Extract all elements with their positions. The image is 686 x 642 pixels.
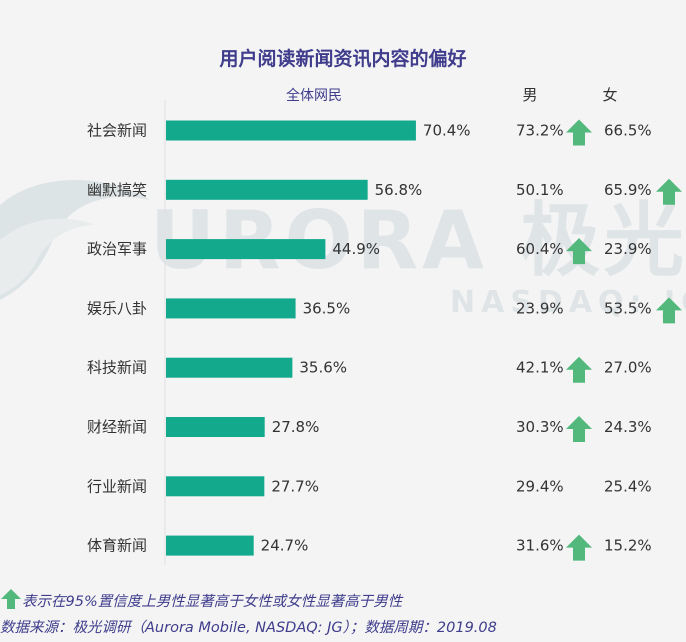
category-label: 政治军事 bbox=[87, 240, 147, 258]
category-label: 行业新闻 bbox=[87, 477, 147, 495]
male-column-header: 男 bbox=[522, 86, 537, 104]
bar bbox=[166, 476, 265, 497]
bar-value-label: 56.8% bbox=[375, 181, 423, 199]
chart-title: 用户阅读新闻资讯内容的偏好 bbox=[219, 48, 467, 70]
chart-row: 行业新闻 27.7% 29.4% 25.4% bbox=[87, 476, 652, 497]
bar-value-label: 70.4% bbox=[423, 122, 471, 140]
male-value: 60.4% bbox=[516, 240, 564, 258]
male-significance-arrow-icon bbox=[566, 416, 592, 442]
chart-row: 社会新闻 70.4% 73.2% 66.5% bbox=[87, 119, 652, 146]
bar bbox=[166, 179, 368, 200]
bar-value-label: 36.5% bbox=[303, 299, 351, 317]
category-label: 幽默搞笑 bbox=[87, 181, 147, 199]
bar-value-label: 27.7% bbox=[271, 477, 319, 495]
bar-value-label: 35.6% bbox=[299, 359, 347, 377]
male-value: 31.6% bbox=[516, 537, 564, 555]
male-significance-arrow-icon bbox=[566, 119, 592, 146]
female-value: 25.4% bbox=[604, 477, 652, 495]
bar bbox=[166, 357, 293, 378]
chart-row: 科技新闻 35.6% 42.1% 27.0% bbox=[87, 356, 652, 383]
watermark-sub-text: NASDAQ: JG bbox=[450, 285, 686, 320]
female-value: 23.9% bbox=[604, 240, 652, 258]
chart-row: 体育新闻 24.7% 31.6% 15.2% bbox=[87, 534, 652, 561]
chart-rows: 社会新闻 70.4% 73.2% 66.5% 幽默搞笑 56.8% 50.1% 65.9% 政治… bbox=[87, 119, 682, 561]
chart-row: 财经新闻 27.8% 30.3% 24.3% bbox=[87, 416, 652, 442]
aurora-logo-swoosh bbox=[0, 180, 150, 300]
female-value: 66.5% bbox=[604, 122, 652, 140]
male-value: 42.1% bbox=[516, 359, 564, 377]
bar bbox=[166, 298, 296, 319]
bar bbox=[166, 417, 265, 437]
female-significance-arrow-icon bbox=[656, 178, 682, 205]
series-label: 全体网民 bbox=[286, 87, 342, 104]
significance-legend-arrow-icon bbox=[1, 589, 21, 609]
male-significance-arrow-icon bbox=[566, 534, 592, 561]
category-label: 体育新闻 bbox=[87, 537, 147, 555]
significance-note: 表示在95%置信度上男性显著高于女性或女性显著高于男性 bbox=[22, 594, 403, 610]
category-label: 财经新闻 bbox=[87, 418, 147, 436]
female-significance-arrow-icon bbox=[656, 297, 682, 324]
female-value: 15.2% bbox=[604, 537, 652, 555]
male-value: 50.1% bbox=[516, 181, 564, 199]
male-value: 23.9% bbox=[516, 299, 564, 317]
female-value: 65.9% bbox=[604, 181, 652, 199]
aurora-watermark: URORA 极光 NASDAQ: JG bbox=[0, 180, 686, 320]
chart-row: 娱乐八卦 36.5% 23.9% 53.5% bbox=[87, 297, 682, 324]
male-significance-arrow-icon bbox=[566, 356, 592, 383]
category-label: 社会新闻 bbox=[87, 122, 147, 140]
category-label: 科技新闻 bbox=[87, 359, 147, 377]
bar bbox=[166, 535, 254, 556]
male-value: 73.2% bbox=[516, 122, 564, 140]
chart-row: 幽默搞笑 56.8% 50.1% 65.9% bbox=[87, 178, 682, 205]
data-source: 数据来源：极光调研（Aurora Mobile, NASDAQ: JG）；数据周… bbox=[0, 620, 497, 636]
bar-value-label: 27.8% bbox=[272, 418, 320, 436]
female-value: 24.3% bbox=[604, 418, 652, 436]
female-value: 27.0% bbox=[604, 359, 652, 377]
category-label: 娱乐八卦 bbox=[87, 299, 147, 317]
bar-value-label: 44.9% bbox=[332, 240, 380, 258]
male-value: 29.4% bbox=[516, 477, 564, 495]
female-value: 53.5% bbox=[604, 299, 652, 317]
male-value: 30.3% bbox=[516, 418, 564, 436]
bar-value-label: 24.7% bbox=[261, 537, 309, 555]
chart-row: 政治军事 44.9% 60.4% 23.9% bbox=[87, 238, 652, 265]
bar bbox=[166, 239, 326, 260]
male-significance-arrow-icon bbox=[566, 238, 592, 265]
female-column-header: 女 bbox=[602, 86, 617, 104]
bar bbox=[166, 120, 416, 141]
aurora-logo-swoosh-inner bbox=[0, 218, 95, 295]
